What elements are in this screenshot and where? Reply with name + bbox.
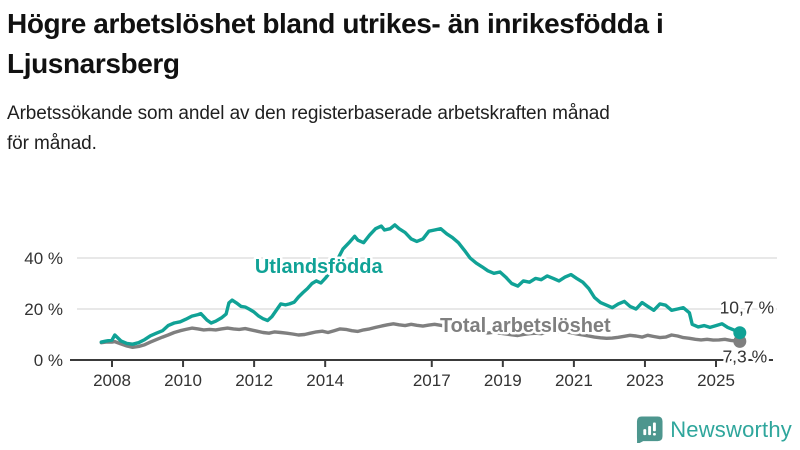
x-tick-label: 2021: [555, 371, 593, 390]
chart-subtitle: Arbetssökande som andel av den registerb…: [7, 99, 797, 160]
page-title-line1: Högre arbetslöshet bland utrikes- än inr…: [7, 8, 664, 39]
newsworthy-logo[interactable]: Newsworthy: [636, 416, 792, 443]
newsworthy-bar-chart-icon: [637, 416, 663, 443]
series-line-utlandsfodda: [99, 223, 742, 346]
chart-subtitle-line1: Arbetssökande som andel av den registerb…: [7, 102, 610, 124]
page-title: Högre arbetslöshet bland utrikes- än inr…: [7, 4, 797, 84]
x-tick-label: 2008: [93, 371, 131, 390]
series-label-utlandsfodda: Utlandsfödda: [255, 256, 384, 278]
x-tick-label: 2023: [626, 371, 664, 390]
x-tick-label: 2014: [306, 371, 344, 390]
page-title-line2: Ljusnarsberg: [7, 47, 180, 79]
x-tick-label: 2025: [697, 371, 735, 390]
x-tick-label: 2017: [413, 371, 451, 390]
series-line-total: [99, 322, 742, 349]
x-tick-label: 2010: [164, 371, 202, 390]
series-end-dot-utlandsfodda: [733, 326, 747, 340]
y-tick-label: 20 %: [24, 300, 63, 319]
end-value-label-utlandsfodda: 10,7 %: [720, 298, 774, 318]
x-tick-label: 2019: [484, 371, 522, 390]
chart-header: Högre arbetslöshet bland utrikes- än inr…: [7, 4, 797, 159]
y-tick-label: 40 %: [24, 249, 63, 268]
end-value-label-total: 7,3 %: [722, 346, 767, 366]
x-tick-label: 2012: [235, 371, 273, 390]
newsworthy-wordmark: Newsworthy: [670, 416, 792, 442]
chart-subtitle-line2: för månad.: [7, 132, 97, 154]
series-label-total: Total arbetslöshet: [440, 315, 611, 337]
y-tick-label: 0 %: [34, 351, 63, 370]
